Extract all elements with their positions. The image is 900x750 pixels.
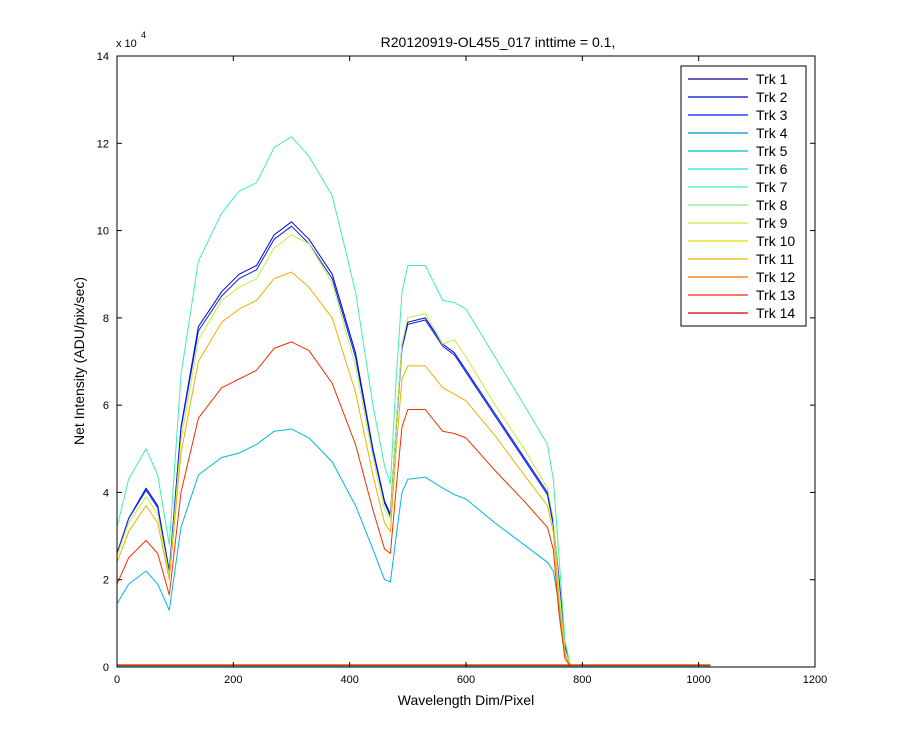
series-line-9 (116, 234, 711, 668)
y-tick-label: 8 (103, 313, 109, 325)
legend-label-3: Trk 3 (756, 107, 788, 123)
series-line-13 (116, 341, 711, 668)
x-tick-label: 400 (340, 674, 358, 686)
legend-label-6: Trk 6 (756, 161, 788, 177)
x-tick-label: 1000 (686, 674, 710, 686)
series-line-5 (116, 428, 711, 668)
y-tick-label: 4 (103, 487, 109, 499)
x-tick-label: 1200 (803, 674, 827, 686)
legend-label-12: Trk 12 (756, 269, 795, 285)
legend-label-2: Trk 2 (756, 89, 788, 105)
legend-label-9: Trk 9 (756, 215, 788, 231)
series-lines (116, 136, 711, 668)
y-exponent-base: x 10 (116, 38, 137, 50)
legend-label-14: Trk 14 (756, 305, 795, 321)
y-tick-label: 10 (97, 226, 109, 238)
x-tick-label: 0 (114, 674, 120, 686)
y-tick-label: 6 (103, 400, 109, 412)
legend-label-13: Trk 13 (756, 287, 795, 303)
y-tick-label: 12 (97, 138, 109, 150)
legend: Trk 1 Trk 2 Trk 3 Trk 4 Trk 5 Trk 6 Trk 7 Trk 8… (680, 65, 807, 327)
series-line-11 (116, 271, 711, 668)
legend-label-11: Trk 11 (756, 251, 794, 267)
legend-label-1: Trk 1 (756, 71, 788, 87)
x-axis-label: Wavelength Dim/Pixel (398, 692, 534, 708)
y-axis-label: Net Intensity (ADU/pix/sec) (71, 277, 87, 445)
legend-label-8: Trk 8 (756, 197, 788, 213)
y-exponent-power: 4 (141, 30, 146, 40)
x-tick-label: 200 (224, 674, 242, 686)
axes: 0 200 400 600 800 1000 1200 0 2 4 6 8 10 12 14 (97, 51, 827, 686)
series-line-3 (116, 225, 711, 668)
legend-label-5: Trk 5 (756, 143, 788, 159)
x-tick-label: 800 (573, 674, 591, 686)
legend-label-4: Trk 4 (756, 125, 788, 141)
chart-title: R20120919-OL455_017 inttime = 0.1, (381, 34, 616, 50)
y-tick-label: 2 (103, 575, 109, 587)
legend-label-10: Trk 10 (756, 233, 795, 249)
legend-box (680, 65, 807, 327)
y-tick-label: 14 (97, 51, 109, 63)
x-tick-label: 600 (457, 674, 475, 686)
y-tick-label: 0 (103, 662, 109, 674)
series-line-7 (116, 136, 711, 668)
legend-label-7: Trk 7 (756, 179, 788, 195)
